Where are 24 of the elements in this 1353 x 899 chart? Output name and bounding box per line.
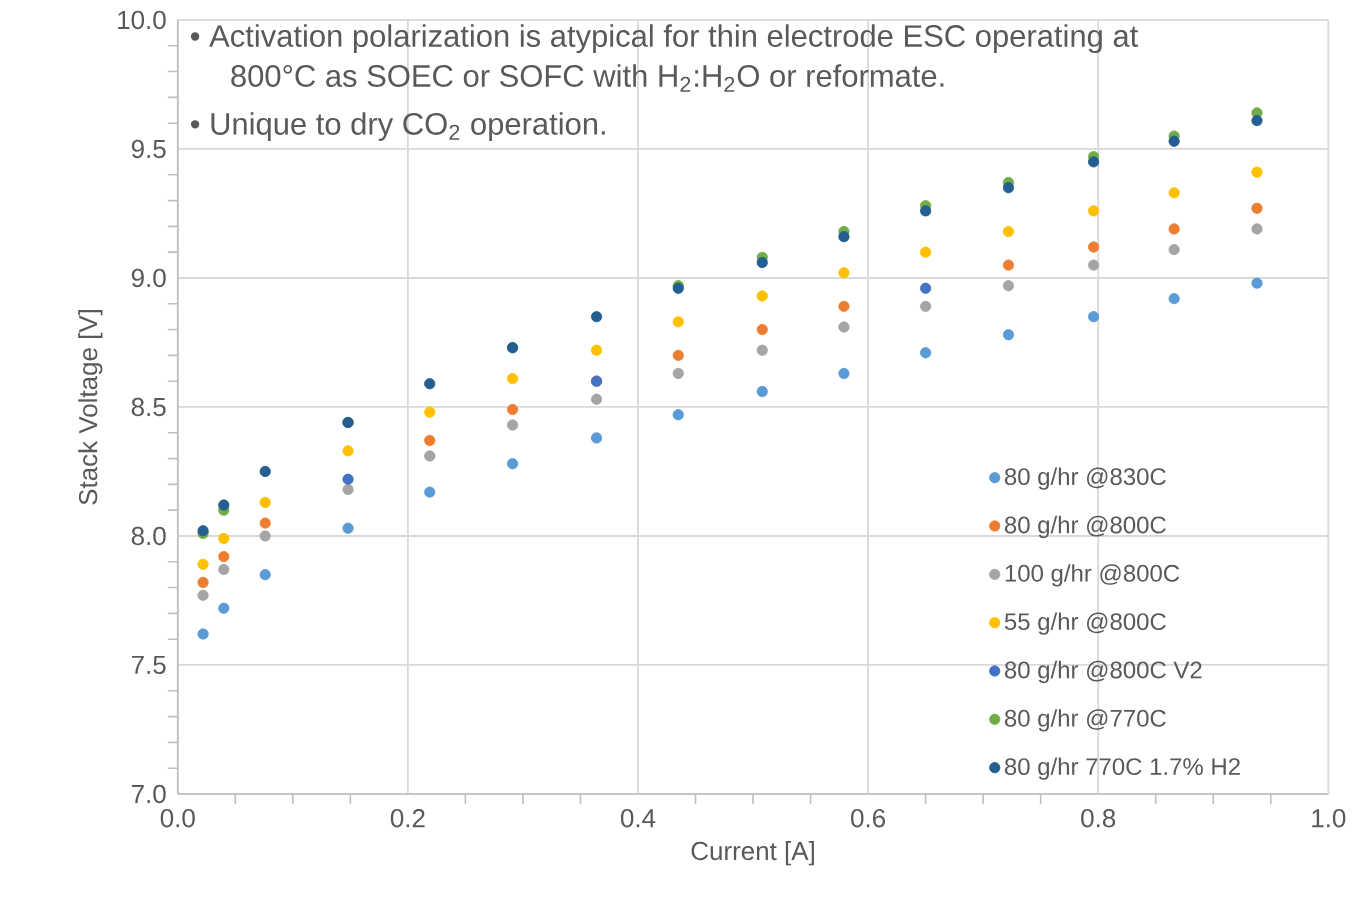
x-axis-title: Current [A] xyxy=(691,841,814,866)
legend-label: 80 g/hr @800C V2 xyxy=(1004,660,1202,684)
legend-label: 80 g/hr @830C xyxy=(1004,467,1166,490)
x-tick-label: 0.8 xyxy=(1081,809,1116,828)
legend-label: 100 g/hr @800C xyxy=(1005,564,1180,587)
y-tick-label: 9.5 xyxy=(131,139,166,159)
y-axis-title: Stack Voltage [V] xyxy=(78,310,103,505)
legend-label: 80 g/hr @770C xyxy=(1004,709,1166,732)
x-tick-label: 0.0 xyxy=(160,809,195,828)
y-tick-label: 9.0 xyxy=(131,268,166,288)
x-tick-label: 0.6 xyxy=(851,809,886,828)
x-tick-label: 0.2 xyxy=(390,809,425,828)
y-tick-label: 10.0 xyxy=(118,10,166,30)
x-tick-label: 0.4 xyxy=(620,809,656,828)
legend-label: 80 g/hr @800C xyxy=(1004,515,1166,539)
y-tick-label: 8.0 xyxy=(131,526,166,546)
y-tick-label: 8.5 xyxy=(131,397,166,417)
y-tick-label: 7.5 xyxy=(131,656,166,675)
annotation: • Activation polarization is atypical for thin electrode ESC operating at 800°C as SOEC or SOFC with H$_{2}$:H$_{2}$O or reformate. xyxy=(190,24,1139,92)
annotation: • Unique to dry CO$_{2}$ operation. xyxy=(190,112,605,142)
legend-label: 55 g/hr @800C xyxy=(1004,612,1166,635)
x-tick-label: 1.0 xyxy=(1312,809,1346,828)
legend-label: 80 g/hr 770C 1.7% H2 xyxy=(1004,757,1240,780)
y-tick-label: 7.0 xyxy=(131,784,166,804)
